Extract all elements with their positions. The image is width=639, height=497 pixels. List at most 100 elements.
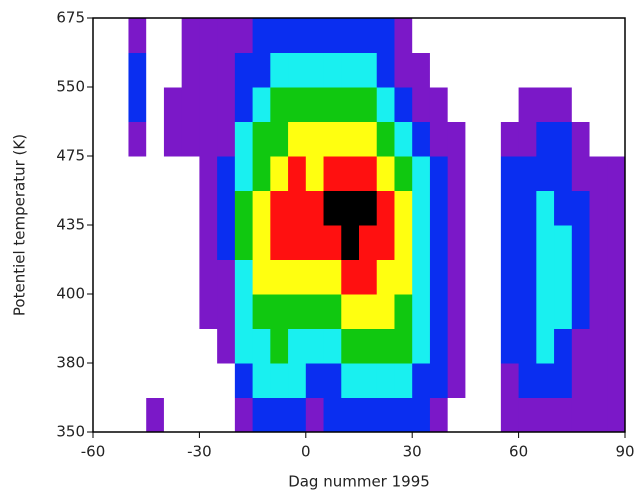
contour-cell	[589, 18, 608, 53]
contour-cell	[323, 225, 342, 260]
contour-cell	[288, 87, 307, 122]
contour-cell	[536, 397, 555, 433]
contour-cell	[447, 18, 466, 53]
contour-cell	[483, 52, 502, 88]
contour-cell	[323, 87, 342, 122]
contour-cell	[554, 328, 573, 364]
contour-cell	[323, 156, 342, 191]
contour-cell	[429, 259, 449, 295]
contour-cell	[341, 52, 360, 88]
contour-cell	[429, 225, 449, 260]
contour-cell	[359, 121, 378, 157]
contour-cell	[429, 294, 449, 329]
contour-cell	[571, 225, 591, 260]
contour-cell	[199, 225, 218, 260]
contour-cell	[199, 397, 218, 433]
contour-cell	[234, 52, 254, 88]
contour-cell	[288, 225, 307, 260]
contour-cell	[376, 87, 395, 122]
contour-cell	[376, 18, 395, 53]
contour-cell	[252, 18, 271, 53]
contour-cell	[412, 52, 431, 88]
contour-cell	[376, 121, 395, 157]
contour-cell	[199, 190, 218, 226]
contour-cell	[554, 225, 573, 260]
contour-cell	[93, 328, 112, 364]
contour-cell	[270, 397, 289, 433]
contour-cell	[110, 18, 129, 53]
contour-cell	[110, 328, 129, 364]
contour-cell	[270, 294, 289, 329]
contour-cell	[234, 363, 254, 398]
contour-cell	[288, 121, 307, 157]
contour-cell	[252, 397, 271, 433]
contour-cell	[110, 397, 129, 433]
contour-cell	[500, 363, 520, 398]
contour-cell	[93, 294, 112, 329]
contour-cell	[128, 121, 147, 157]
contour-cell	[270, 190, 289, 226]
contour-cell	[199, 121, 218, 157]
contour-cell	[217, 363, 236, 398]
contour-cell	[607, 121, 626, 157]
contour-cell	[483, 294, 502, 329]
contour-cell	[465, 259, 484, 295]
contour-cell	[518, 190, 537, 226]
contour-cell	[518, 121, 537, 157]
contour-cell	[394, 18, 413, 53]
contour-cell	[589, 259, 608, 295]
contour-cell	[181, 18, 200, 53]
contour-cell	[288, 156, 307, 191]
contour-cell	[447, 397, 466, 433]
contour-cell	[607, 397, 626, 433]
contour-cell	[128, 190, 147, 226]
contour-cell	[571, 156, 591, 191]
contour-cell	[394, 225, 413, 260]
contour-cell	[412, 87, 431, 122]
contour-cell	[323, 397, 342, 433]
contour-cell	[359, 87, 378, 122]
contour-cell	[447, 156, 466, 191]
contour-cell	[341, 259, 360, 295]
contour-cell	[500, 87, 520, 122]
contour-cell	[234, 121, 254, 157]
contour-cell	[341, 397, 360, 433]
contour-cell	[518, 156, 537, 191]
contour-cell	[571, 363, 591, 398]
contour-cell	[341, 190, 360, 226]
contour-cell	[554, 397, 573, 433]
contour-cell	[607, 190, 626, 226]
contour-cell	[288, 259, 307, 295]
contour-cell	[518, 87, 537, 122]
contour-cell	[394, 190, 413, 226]
contour-cell	[163, 190, 183, 226]
contour-cell	[447, 294, 466, 329]
contour-cell	[554, 363, 573, 398]
contour-cell	[252, 225, 271, 260]
contour-cell	[483, 328, 502, 364]
contour-cell	[323, 363, 342, 398]
contour-cell	[181, 87, 200, 122]
y-tick-label: 435	[56, 216, 85, 234]
contour-cell	[288, 190, 307, 226]
contour-cell	[305, 294, 325, 329]
contour-cell	[589, 397, 608, 433]
contour-cell	[181, 225, 200, 260]
contour-cell	[181, 259, 200, 295]
contour-cell	[607, 328, 626, 364]
contour-cell	[199, 259, 218, 295]
contour-cell	[305, 87, 325, 122]
contour-cell	[394, 87, 413, 122]
contour-cell	[589, 87, 608, 122]
contour-cell	[234, 328, 254, 364]
contour-cell	[341, 87, 360, 122]
contour-cell	[465, 87, 484, 122]
contour-cell	[217, 259, 236, 295]
contour-cell	[536, 18, 555, 53]
contour-cell	[146, 156, 165, 191]
contour-cell	[341, 121, 360, 157]
contour-cell	[323, 328, 342, 364]
contour-cell	[412, 363, 431, 398]
contour-cell	[341, 225, 360, 260]
contour-cell	[412, 156, 431, 191]
